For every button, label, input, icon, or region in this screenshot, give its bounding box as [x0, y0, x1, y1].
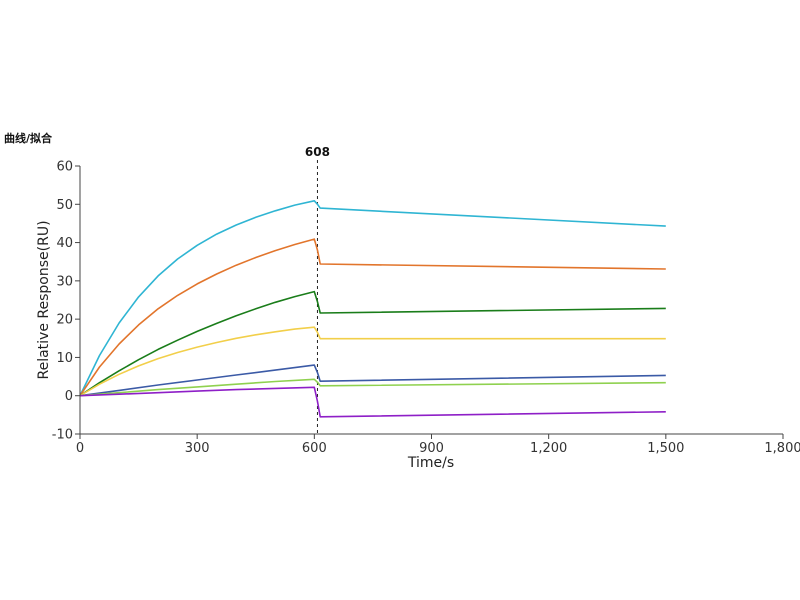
y-tick-label: 50: [56, 198, 73, 213]
x-tick-label: 900: [419, 441, 444, 456]
x-tick-label: 1,200: [530, 441, 567, 456]
x-tick-label: 600: [302, 441, 327, 456]
y-tick-label: 40: [56, 236, 73, 251]
series-line-5: [79, 364, 666, 397]
series-line-7: [79, 386, 666, 418]
y-tick-label: 0: [65, 389, 73, 404]
series-line-6: [79, 378, 666, 397]
y-tick-label: 10: [56, 351, 73, 366]
x-tick-label: 1,500: [647, 441, 684, 456]
series-line-1: [79, 200, 666, 397]
y-tick-label: 60: [56, 160, 73, 175]
marker-label: 608: [305, 145, 330, 159]
x-tick-label: 300: [185, 441, 210, 456]
page-title: 曲线/拟合: [4, 131, 53, 145]
x-tick-label: 0: [76, 441, 84, 456]
series-line-2: [79, 238, 666, 397]
x-tick-label: 1,800: [764, 441, 800, 456]
y-tick-label: 30: [56, 274, 73, 289]
y-tick-label: 20: [56, 313, 73, 328]
x-axis-title: Time/s: [407, 455, 454, 471]
plot-area: 608: [79, 145, 666, 434]
y-axis-title: Relative Response(RU): [36, 220, 52, 379]
y-tick-label: -10: [52, 428, 73, 443]
series-line-4: [79, 326, 666, 397]
series-line-3: [79, 290, 666, 397]
